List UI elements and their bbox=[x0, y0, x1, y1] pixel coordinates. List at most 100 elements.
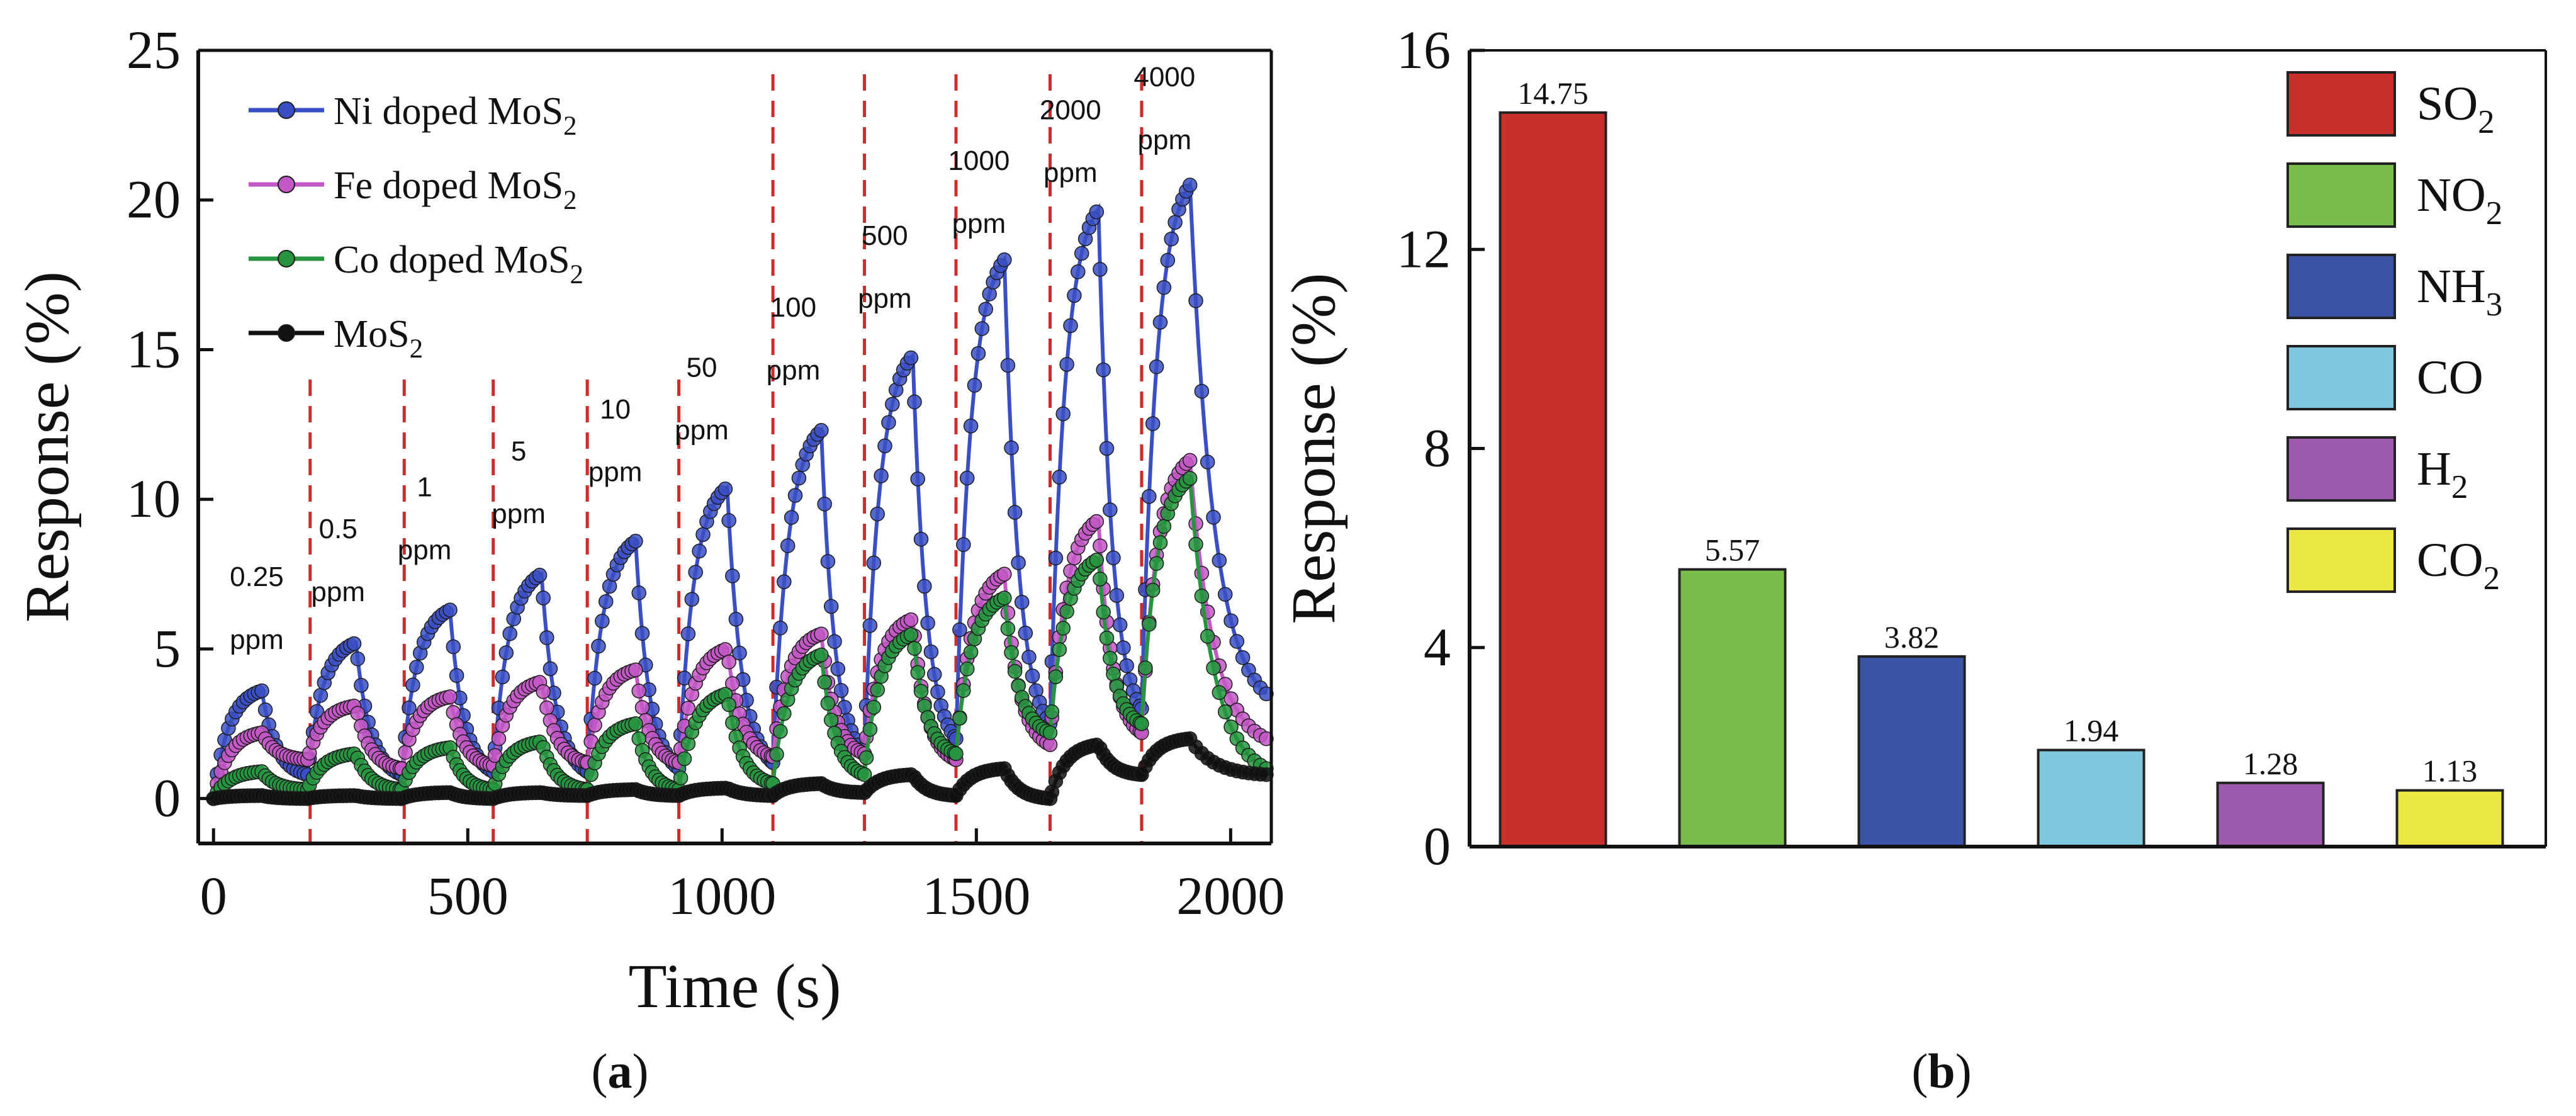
bar-5 bbox=[2395, 789, 2504, 848]
series-point bbox=[591, 638, 606, 654]
bar-value-label-4: 1.28 bbox=[2243, 746, 2298, 781]
series-point bbox=[1093, 572, 1108, 587]
y-tick-label: 8 bbox=[1424, 418, 1451, 478]
series-point bbox=[1048, 669, 1064, 685]
legend-entry-0: Ni doped MoS2 bbox=[249, 90, 577, 141]
series-point bbox=[773, 620, 788, 636]
series-point bbox=[1149, 359, 1164, 375]
legend-label: MoS2 bbox=[334, 313, 423, 364]
series-point bbox=[692, 543, 707, 559]
series-point bbox=[680, 626, 696, 641]
series-point bbox=[823, 599, 839, 614]
series-point bbox=[728, 612, 744, 627]
legend-label-subscript: 2 bbox=[2478, 104, 2495, 140]
legend-entry-3: MoS2 bbox=[249, 313, 423, 364]
series-point bbox=[1007, 505, 1023, 520]
series-point bbox=[721, 697, 736, 713]
concentration-unit-6: ppm bbox=[767, 355, 821, 386]
series-point bbox=[956, 537, 971, 552]
series-point bbox=[910, 665, 925, 680]
legend-label-subscript: 2 bbox=[2486, 195, 2503, 232]
series-point bbox=[926, 667, 942, 682]
legend-label-main: Ni doped MoS bbox=[334, 90, 563, 133]
legend-entry-1: NO2 bbox=[2286, 162, 2503, 232]
series-point bbox=[1194, 589, 1210, 604]
series-point bbox=[870, 682, 885, 697]
legend-swatch bbox=[2286, 71, 2396, 137]
series-point bbox=[769, 747, 784, 762]
legend-entry-5: CO2 bbox=[2286, 527, 2500, 597]
series-point bbox=[346, 636, 362, 651]
series-point bbox=[862, 618, 878, 633]
concentration-value-2: 1 bbox=[417, 471, 432, 502]
series-point bbox=[1152, 535, 1168, 550]
series-point bbox=[1167, 215, 1183, 230]
series-point bbox=[1182, 471, 1198, 486]
series-point bbox=[1089, 514, 1105, 529]
bar-2 bbox=[1857, 655, 1966, 848]
y-tick-label: 20 bbox=[127, 169, 181, 230]
series-point bbox=[1044, 704, 1060, 719]
bar-3 bbox=[2037, 748, 2146, 848]
series-point bbox=[1116, 640, 1131, 655]
series-point bbox=[628, 716, 643, 731]
series-2 bbox=[206, 471, 1274, 806]
series-point bbox=[539, 630, 554, 645]
series-point bbox=[1182, 178, 1198, 193]
series-point bbox=[1112, 617, 1128, 633]
series-point bbox=[1134, 716, 1149, 731]
series-point bbox=[791, 470, 807, 486]
series-point bbox=[1145, 416, 1161, 431]
series-point bbox=[777, 706, 792, 721]
series-point bbox=[631, 684, 646, 699]
series-point bbox=[817, 674, 832, 690]
series-point bbox=[442, 689, 458, 704]
series-point bbox=[1223, 719, 1239, 735]
y-tick-label: 5 bbox=[154, 618, 181, 679]
series-point bbox=[814, 647, 829, 663]
series-point bbox=[1099, 630, 1115, 646]
series-point bbox=[1014, 594, 1030, 610]
series-point bbox=[857, 767, 872, 782]
legend-entry-0: SO2 bbox=[2286, 71, 2495, 140]
series-point bbox=[1055, 621, 1071, 636]
y-tick-label: 0 bbox=[154, 768, 181, 828]
series-point bbox=[956, 683, 971, 698]
bar-value-label-1: 5.57 bbox=[1705, 533, 1760, 568]
series-point bbox=[952, 622, 967, 638]
legend-entry-3: CO bbox=[2286, 345, 2483, 410]
series-point bbox=[1055, 406, 1071, 422]
series-point bbox=[1142, 617, 1157, 632]
series-point bbox=[257, 702, 273, 718]
series-point bbox=[820, 696, 836, 711]
bar-value-label-0: 14.75 bbox=[1517, 76, 1589, 111]
legend-swatch bbox=[2286, 254, 2396, 319]
series-point bbox=[1052, 642, 1067, 657]
legend-label: CO bbox=[2417, 351, 2483, 404]
series-point bbox=[684, 592, 700, 607]
y-axis-title: Response (%) bbox=[1278, 273, 1348, 624]
y-tick-label: 16 bbox=[1397, 20, 1451, 80]
legend-label-main: MoS bbox=[334, 313, 410, 356]
series-point bbox=[814, 626, 829, 641]
series-point bbox=[1142, 489, 1157, 504]
series-point bbox=[543, 661, 558, 677]
legend-entry-4: H2 bbox=[2286, 436, 2468, 505]
series-point bbox=[1063, 318, 1078, 334]
cap-b-letter: b bbox=[1928, 1044, 1955, 1098]
series-point bbox=[997, 566, 1012, 582]
series-point bbox=[721, 513, 736, 528]
series-point bbox=[587, 670, 602, 686]
legend-swatch bbox=[2286, 162, 2396, 228]
series-point bbox=[313, 687, 329, 703]
series-point bbox=[948, 746, 964, 762]
series-point bbox=[628, 662, 643, 677]
series-point bbox=[680, 701, 696, 716]
series-point bbox=[827, 634, 842, 649]
cap-a-open: ( bbox=[592, 1044, 608, 1098]
concentration-unit-1: ppm bbox=[311, 577, 365, 607]
series-point bbox=[978, 302, 993, 317]
series-point bbox=[862, 721, 878, 737]
